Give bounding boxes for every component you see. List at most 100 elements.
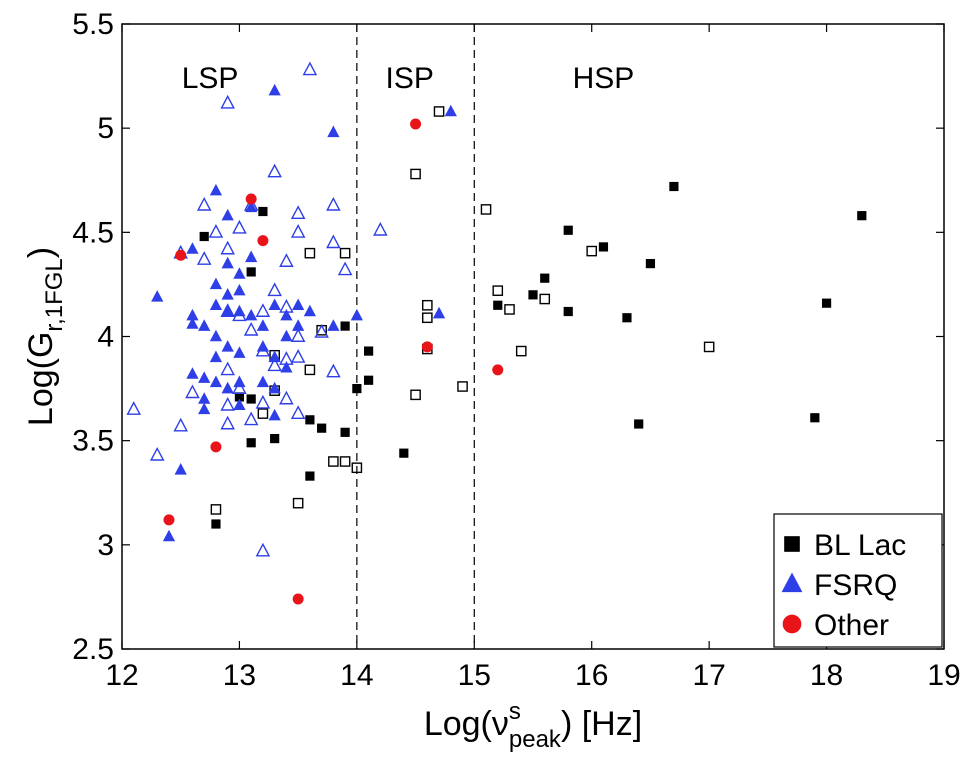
bl-lac-filled-point (364, 346, 374, 356)
bl-lac-open-point (433, 106, 445, 117)
fsrq-filled-point (221, 288, 234, 300)
fsrq-open-point (255, 542, 271, 557)
bl-lac-filled-point (340, 427, 350, 437)
fsrq-open-point (267, 282, 282, 297)
other-filled-point (492, 364, 504, 376)
bl-lac-open-point (422, 312, 433, 324)
fsrq-open-point (326, 234, 341, 249)
bl-lac-filled-point (199, 231, 209, 242)
data-points (126, 61, 867, 605)
fsrq-open-point (314, 324, 329, 338)
region-label-lsp: LSP (182, 62, 239, 95)
bl-lac-open-point (586, 245, 598, 257)
fsrq-open-point (290, 405, 306, 420)
fsrq-open-point (173, 417, 188, 432)
fsrq-filled-point (327, 125, 340, 138)
x-tick-label: 12 (105, 659, 138, 692)
fsrq-filled-point (151, 290, 164, 302)
fsrq-open-point (290, 205, 306, 220)
bl-lac-filled-point (399, 448, 409, 458)
bl-lac-filled-point (258, 206, 268, 217)
legend: BL Lac FSRQ Other (773, 513, 943, 648)
bl-lac-open-point (515, 345, 527, 357)
fsrq-open-point (185, 384, 200, 399)
fsrq-open-point (220, 94, 235, 109)
bl-lac-filled-point (634, 419, 644, 429)
bl-lac-filled-point (810, 413, 820, 423)
bl-lac-open-point (339, 456, 351, 467)
fsrq-filled-point (245, 308, 258, 321)
y-axis-label-tail: ) (22, 247, 60, 258)
bl-lac-filled-point (493, 300, 503, 310)
bl-lac-open-point (410, 168, 421, 180)
fsrq-open-point (267, 163, 282, 178)
x-tick-label: 13 (223, 659, 256, 692)
x-axis-label-sup: s (509, 698, 521, 725)
fsrq-filled-point (350, 308, 363, 321)
fsrq-filled-point (444, 104, 457, 117)
fsrq-filled-point (268, 381, 281, 394)
other-filled-point (292, 593, 304, 605)
fsrq-filled-point (198, 371, 211, 383)
bl-lac-open-point (539, 293, 551, 305)
region-boundaries (356, 24, 475, 649)
x-tick-label: 17 (692, 659, 725, 692)
fsrq-open-point (243, 411, 259, 426)
other-filled-point (257, 235, 269, 247)
legend-marker-fsrq (781, 572, 803, 593)
fsrq-filled-point (256, 319, 270, 331)
fsrq-open-point (232, 380, 247, 395)
fsrq-filled-point (233, 267, 246, 279)
fsrq-open-point (290, 349, 306, 363)
fsrq-open-point (290, 224, 306, 238)
bl-lac-open-point (422, 299, 433, 311)
fsrq-filled-point (186, 367, 199, 379)
bl-lac-open-point (457, 381, 468, 392)
fsrq-filled-point (245, 250, 258, 263)
fsrq-filled-point (209, 375, 223, 388)
other-filled-point (245, 193, 257, 205)
fsrq-filled-point (303, 304, 317, 317)
fsrq-filled-point (268, 298, 281, 311)
fsrq-filled-point (245, 200, 258, 213)
bl-lac-filled-point (211, 519, 221, 529)
bl-lac-filled-point (598, 242, 609, 252)
fsrq-filled-point (221, 381, 234, 394)
fsrq-filled-point (209, 277, 223, 290)
bl-lac-filled-point (364, 375, 374, 385)
bl-lac-open-point (304, 247, 316, 259)
y-tick-label: 3 (97, 529, 114, 562)
fsrq-filled-point (233, 304, 246, 317)
fsrq-open-point (337, 261, 353, 276)
fsrq-filled-point (233, 346, 246, 358)
fsrq-open-point (326, 196, 341, 211)
x-axis-label: Log(νs peak) [Hz] (424, 698, 642, 753)
fsrq-filled-point (292, 319, 305, 331)
bl-lac-filled-point (563, 306, 573, 317)
fsrq-open-point (208, 224, 224, 238)
bl-lac-filled-point (246, 394, 256, 404)
fsrq-filled-point (432, 306, 446, 319)
other-filled-point (175, 249, 187, 261)
other-filled-point (163, 514, 175, 526)
x-axis-label-tail: ) [Hz] (561, 705, 642, 743)
fsrq-filled-point (186, 242, 199, 254)
y-tick-label: 4.5 (72, 216, 114, 249)
bl-lac-filled-point (340, 321, 350, 331)
y-axis-label-sub: r,1FGL (41, 258, 68, 331)
fsrq-filled-point (209, 329, 223, 342)
fsrq-open-point (149, 446, 165, 461)
fsrq-filled-point (162, 529, 176, 542)
fsrq-open-point (220, 396, 235, 411)
fsrq-filled-point (233, 398, 246, 411)
fsrq-filled-point (280, 308, 293, 321)
region-label-isp: ISP (386, 62, 434, 95)
y-tick-label: 5.5 (72, 8, 114, 41)
fsrq-filled-point (256, 340, 270, 352)
fsrq-open-point (196, 251, 212, 265)
fsrq-open-point (302, 61, 318, 76)
fsrq-open-point (279, 390, 294, 405)
legend-marker-bl-lac (784, 536, 800, 552)
fsrq-filled-point (198, 402, 211, 415)
fsrq-open-point (255, 303, 271, 317)
